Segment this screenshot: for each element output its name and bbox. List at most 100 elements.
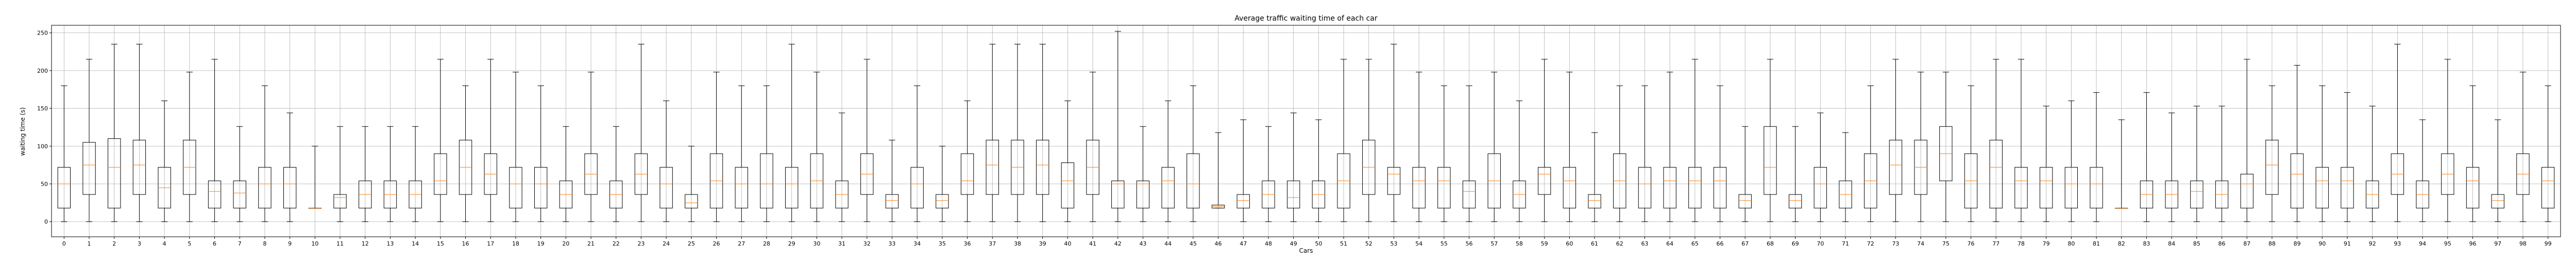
box-car-85	[2190, 106, 2204, 222]
x-tick-label: 10	[311, 240, 318, 247]
iqr-box	[2341, 167, 2354, 208]
x-tick-label: 22	[613, 240, 620, 247]
box-car-66	[1713, 85, 1727, 222]
box-layer	[57, 31, 2555, 222]
x-tick-label: 51	[1340, 240, 1347, 247]
x-tick-label: 99	[2545, 240, 2552, 247]
box-car-23	[634, 44, 648, 222]
iqr-box	[1638, 167, 1652, 208]
x-tick-label: 61	[1591, 240, 1598, 247]
iqr-box	[1788, 194, 1802, 208]
box-car-11	[333, 126, 347, 222]
x-tick-label: 95	[2444, 240, 2451, 247]
box-car-22	[609, 126, 623, 222]
box-car-72	[1864, 85, 1877, 222]
x-tick-label: 1	[88, 240, 91, 247]
x-tick-label: 45	[1190, 240, 1197, 247]
iqr-box	[108, 138, 121, 208]
box-car-39	[1036, 44, 1049, 222]
chart-title: Average traffic waiting time of each car	[1234, 14, 1377, 23]
box-car-78	[2014, 59, 2028, 222]
box-car-70	[1814, 112, 1827, 222]
iqr-box	[132, 140, 146, 195]
iqr-box	[685, 194, 698, 208]
box-car-89	[2290, 65, 2304, 222]
x-tick-label: 5	[188, 240, 191, 247]
y-tick-label: 150	[37, 105, 48, 112]
x-tick-label: 43	[1139, 240, 1146, 247]
x-tick-label: 55	[1440, 240, 1448, 247]
x-tick-label: 84	[2168, 240, 2175, 247]
iqr-box	[434, 153, 447, 195]
x-tick-label: 75	[1942, 240, 1950, 247]
x-tick-label: 32	[863, 240, 871, 247]
box-car-24	[659, 100, 673, 222]
x-tick-label: 29	[788, 240, 795, 247]
box-car-1	[82, 59, 96, 222]
iqr-box	[2240, 173, 2253, 208]
iqr-box	[208, 181, 222, 208]
box-car-51	[1337, 59, 1350, 222]
box-car-47	[1236, 119, 1250, 222]
x-tick-label: 28	[763, 240, 770, 247]
iqr-box	[1161, 167, 1175, 208]
x-tick-label: 50	[1315, 240, 1322, 247]
iqr-box	[960, 153, 974, 195]
x-tick-label: 11	[336, 240, 344, 247]
iqr-box	[2190, 181, 2204, 208]
iqr-box	[2491, 194, 2504, 208]
x-tick-label: 14	[412, 240, 419, 247]
x-tick-label: 88	[2268, 240, 2276, 247]
box-car-94	[2416, 119, 2429, 222]
box-car-69	[1788, 126, 1802, 222]
x-tick-label: 65	[1691, 240, 1699, 247]
x-tick-label: 76	[1968, 240, 1975, 247]
x-tick-label: 6	[213, 240, 216, 247]
x-tick-label: 66	[1717, 240, 1724, 247]
box-car-31	[835, 112, 849, 222]
iqr-box	[283, 167, 297, 208]
x-tick-label: 16	[462, 240, 469, 247]
x-tick-label: 27	[738, 240, 745, 247]
box-car-77	[1989, 59, 2003, 222]
x-tick-label: 59	[1541, 240, 1548, 247]
iqr-box	[936, 194, 949, 208]
x-tick-label: 92	[2369, 240, 2376, 247]
box-car-93	[2391, 44, 2404, 222]
y-tick-label: 50	[41, 181, 48, 188]
x-tick-label: 69	[1792, 240, 1799, 247]
box-car-73	[1889, 59, 1903, 222]
iqr-box	[1713, 167, 1727, 208]
x-tick-label: 57	[1490, 240, 1498, 247]
x-tick-label: 60	[1566, 240, 1573, 247]
grid-layer	[52, 25, 2561, 237]
iqr-box	[1537, 167, 1551, 195]
x-tick-label: 56	[1466, 240, 1473, 247]
box-car-28	[760, 85, 773, 222]
x-tick-label: 67	[1741, 240, 1749, 247]
box-car-20	[559, 126, 573, 222]
y-axis-title: waiting time (s)	[19, 107, 26, 156]
box-car-56	[1462, 85, 1476, 222]
box-car-74	[1914, 72, 1927, 222]
box-car-55	[1437, 85, 1451, 222]
x-tick-label: 33	[888, 240, 895, 247]
box-car-41	[1086, 72, 1099, 222]
x-tick-label: 46	[1215, 240, 1222, 247]
box-car-86	[2215, 106, 2229, 222]
box-car-65	[1688, 59, 1702, 222]
iqr-box	[258, 167, 272, 208]
box-car-76	[1964, 85, 1978, 222]
box-car-68	[1764, 59, 1777, 222]
iqr-box	[1889, 140, 1903, 195]
iqr-box	[760, 153, 773, 208]
box-car-44	[1161, 100, 1175, 222]
x-tick-label: 44	[1164, 240, 1172, 247]
box-car-53	[1387, 44, 1401, 222]
x-tick-label: 68	[1767, 240, 1774, 247]
x-tick-label: 30	[813, 240, 820, 247]
iqr-box	[1738, 194, 1752, 208]
iqr-box	[1136, 181, 1150, 208]
box-car-62	[1613, 85, 1626, 222]
